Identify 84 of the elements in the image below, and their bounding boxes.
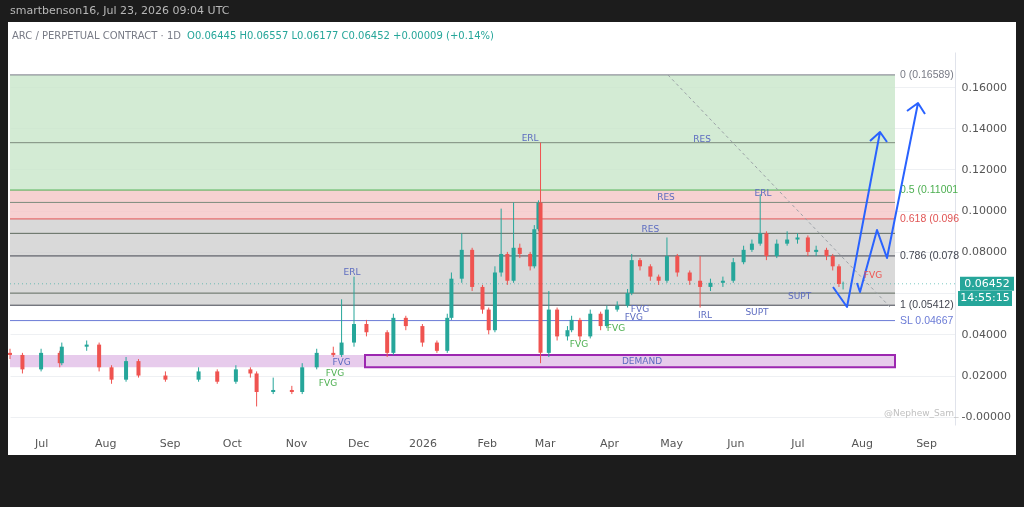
- candlestick: [588, 309, 593, 339]
- candlestick: [486, 307, 491, 335]
- text: smartbenson16, Jul 23, 2026 09:04 UTC: [10, 4, 230, 17]
- candlestick: [805, 234, 810, 257]
- candlestick: [385, 329, 390, 358]
- ref-line-label: 0.618 (0.096: [900, 211, 960, 224]
- candlestick: [785, 230, 790, 247]
- candlestick: [764, 230, 769, 261]
- x-tick-label: Oct: [222, 436, 243, 450]
- x-tick-label: Aug: [95, 436, 117, 450]
- ref-line-label: SL 0.04667: [900, 313, 954, 326]
- candlestick: [675, 253, 680, 278]
- candlestick: [314, 348, 319, 370]
- y-tick-label: -0.00000: [961, 410, 1011, 424]
- x-tick-label: Apr: [599, 436, 620, 450]
- candlestick: [741, 245, 746, 265]
- candlestick: [528, 251, 533, 271]
- y-tick-label: 0.08000: [961, 245, 1007, 259]
- candlestick: [109, 364, 114, 385]
- candlestick: [136, 358, 141, 379]
- candlestick: [598, 311, 603, 331]
- candlestick: [420, 323, 425, 348]
- annotation: RES: [657, 192, 675, 202]
- x-tick-label: Mar: [534, 436, 557, 450]
- candlestick: [499, 208, 504, 278]
- y-tick-label: 0.02000: [961, 369, 1007, 383]
- x-tick-label: Jul: [33, 436, 49, 450]
- candlestick: [8, 348, 12, 360]
- x-tick-label: Aug: [851, 436, 873, 450]
- annotation: ERL: [521, 132, 539, 143]
- annotation: FVG: [569, 339, 589, 349]
- annotation: FVG: [318, 378, 338, 388]
- candlestick: [604, 304, 609, 329]
- y-tick-label: 0.12000: [961, 162, 1007, 176]
- candlestick: [731, 257, 736, 284]
- candlestick: [480, 284, 485, 315]
- candlestick: [352, 276, 357, 348]
- ref-line-label: 0 (0.16589): [900, 67, 954, 80]
- y-tick-label: 0.04000: [961, 327, 1007, 341]
- candlestick: [254, 370, 259, 407]
- candlestick: [638, 257, 642, 271]
- y-tick-label: 0.14000: [961, 121, 1007, 135]
- candlestick: [836, 263, 841, 288]
- candlestick: [339, 298, 344, 358]
- text: 14:55:15: [958, 291, 1012, 306]
- annotation: FVG: [325, 368, 345, 378]
- x-tick-label: Sep: [916, 436, 937, 450]
- annotation: ERL: [754, 188, 772, 198]
- candlestick: [720, 276, 725, 288]
- annotation: FVG: [606, 323, 626, 333]
- candlestick: [577, 317, 582, 342]
- candlestick: [97, 342, 102, 372]
- chart-title: ARC / PERPETUAL CONTRACT · 1D: [12, 30, 182, 41]
- candlestick: [749, 239, 754, 253]
- x-tick-label: Jun: [726, 436, 745, 450]
- annotation: @Nephew_Sam_: [884, 408, 959, 418]
- annotation: RES: [641, 223, 660, 234]
- candlestick: [774, 239, 779, 259]
- annotation: IRL: [698, 310, 712, 320]
- ref-line-label: 0.06452: [964, 276, 1010, 290]
- candlestick: [124, 356, 129, 383]
- ref-line-label: 1 (0.05412): [900, 298, 954, 311]
- ref-line-label: 0.786 (0.078: [900, 248, 960, 261]
- candlestick: [698, 255, 703, 309]
- x-tick-label: Feb: [477, 436, 497, 450]
- candlestick: [233, 364, 238, 385]
- annotation: SUPT: [745, 307, 769, 317]
- x-tick-label: Dec: [348, 436, 370, 450]
- band-label: DEMAND: [621, 356, 663, 367]
- chart-subtitle: O0.06445 H0.06557 L0.06177 C0.06452 +0.00009 (+0.14%): [187, 30, 494, 41]
- x-tick-label: Jul: [790, 436, 805, 450]
- candlestick: [20, 352, 25, 374]
- x-tick-label: Sep: [159, 436, 181, 450]
- annotation: ERL: [343, 267, 361, 277]
- y-tick-label: 0.10000: [961, 204, 1007, 218]
- annotation: FVG: [624, 311, 643, 322]
- x-tick-label: 2026: [408, 436, 437, 450]
- annotation: RES: [693, 133, 712, 144]
- annotation: FVG: [630, 303, 650, 314]
- annotation: FVG: [332, 356, 351, 367]
- y-tick-label: 0.16000: [961, 80, 1007, 94]
- x-tick-label: Nov: [285, 436, 308, 450]
- x-tick-label: May: [660, 436, 684, 450]
- candlestick: [39, 348, 44, 372]
